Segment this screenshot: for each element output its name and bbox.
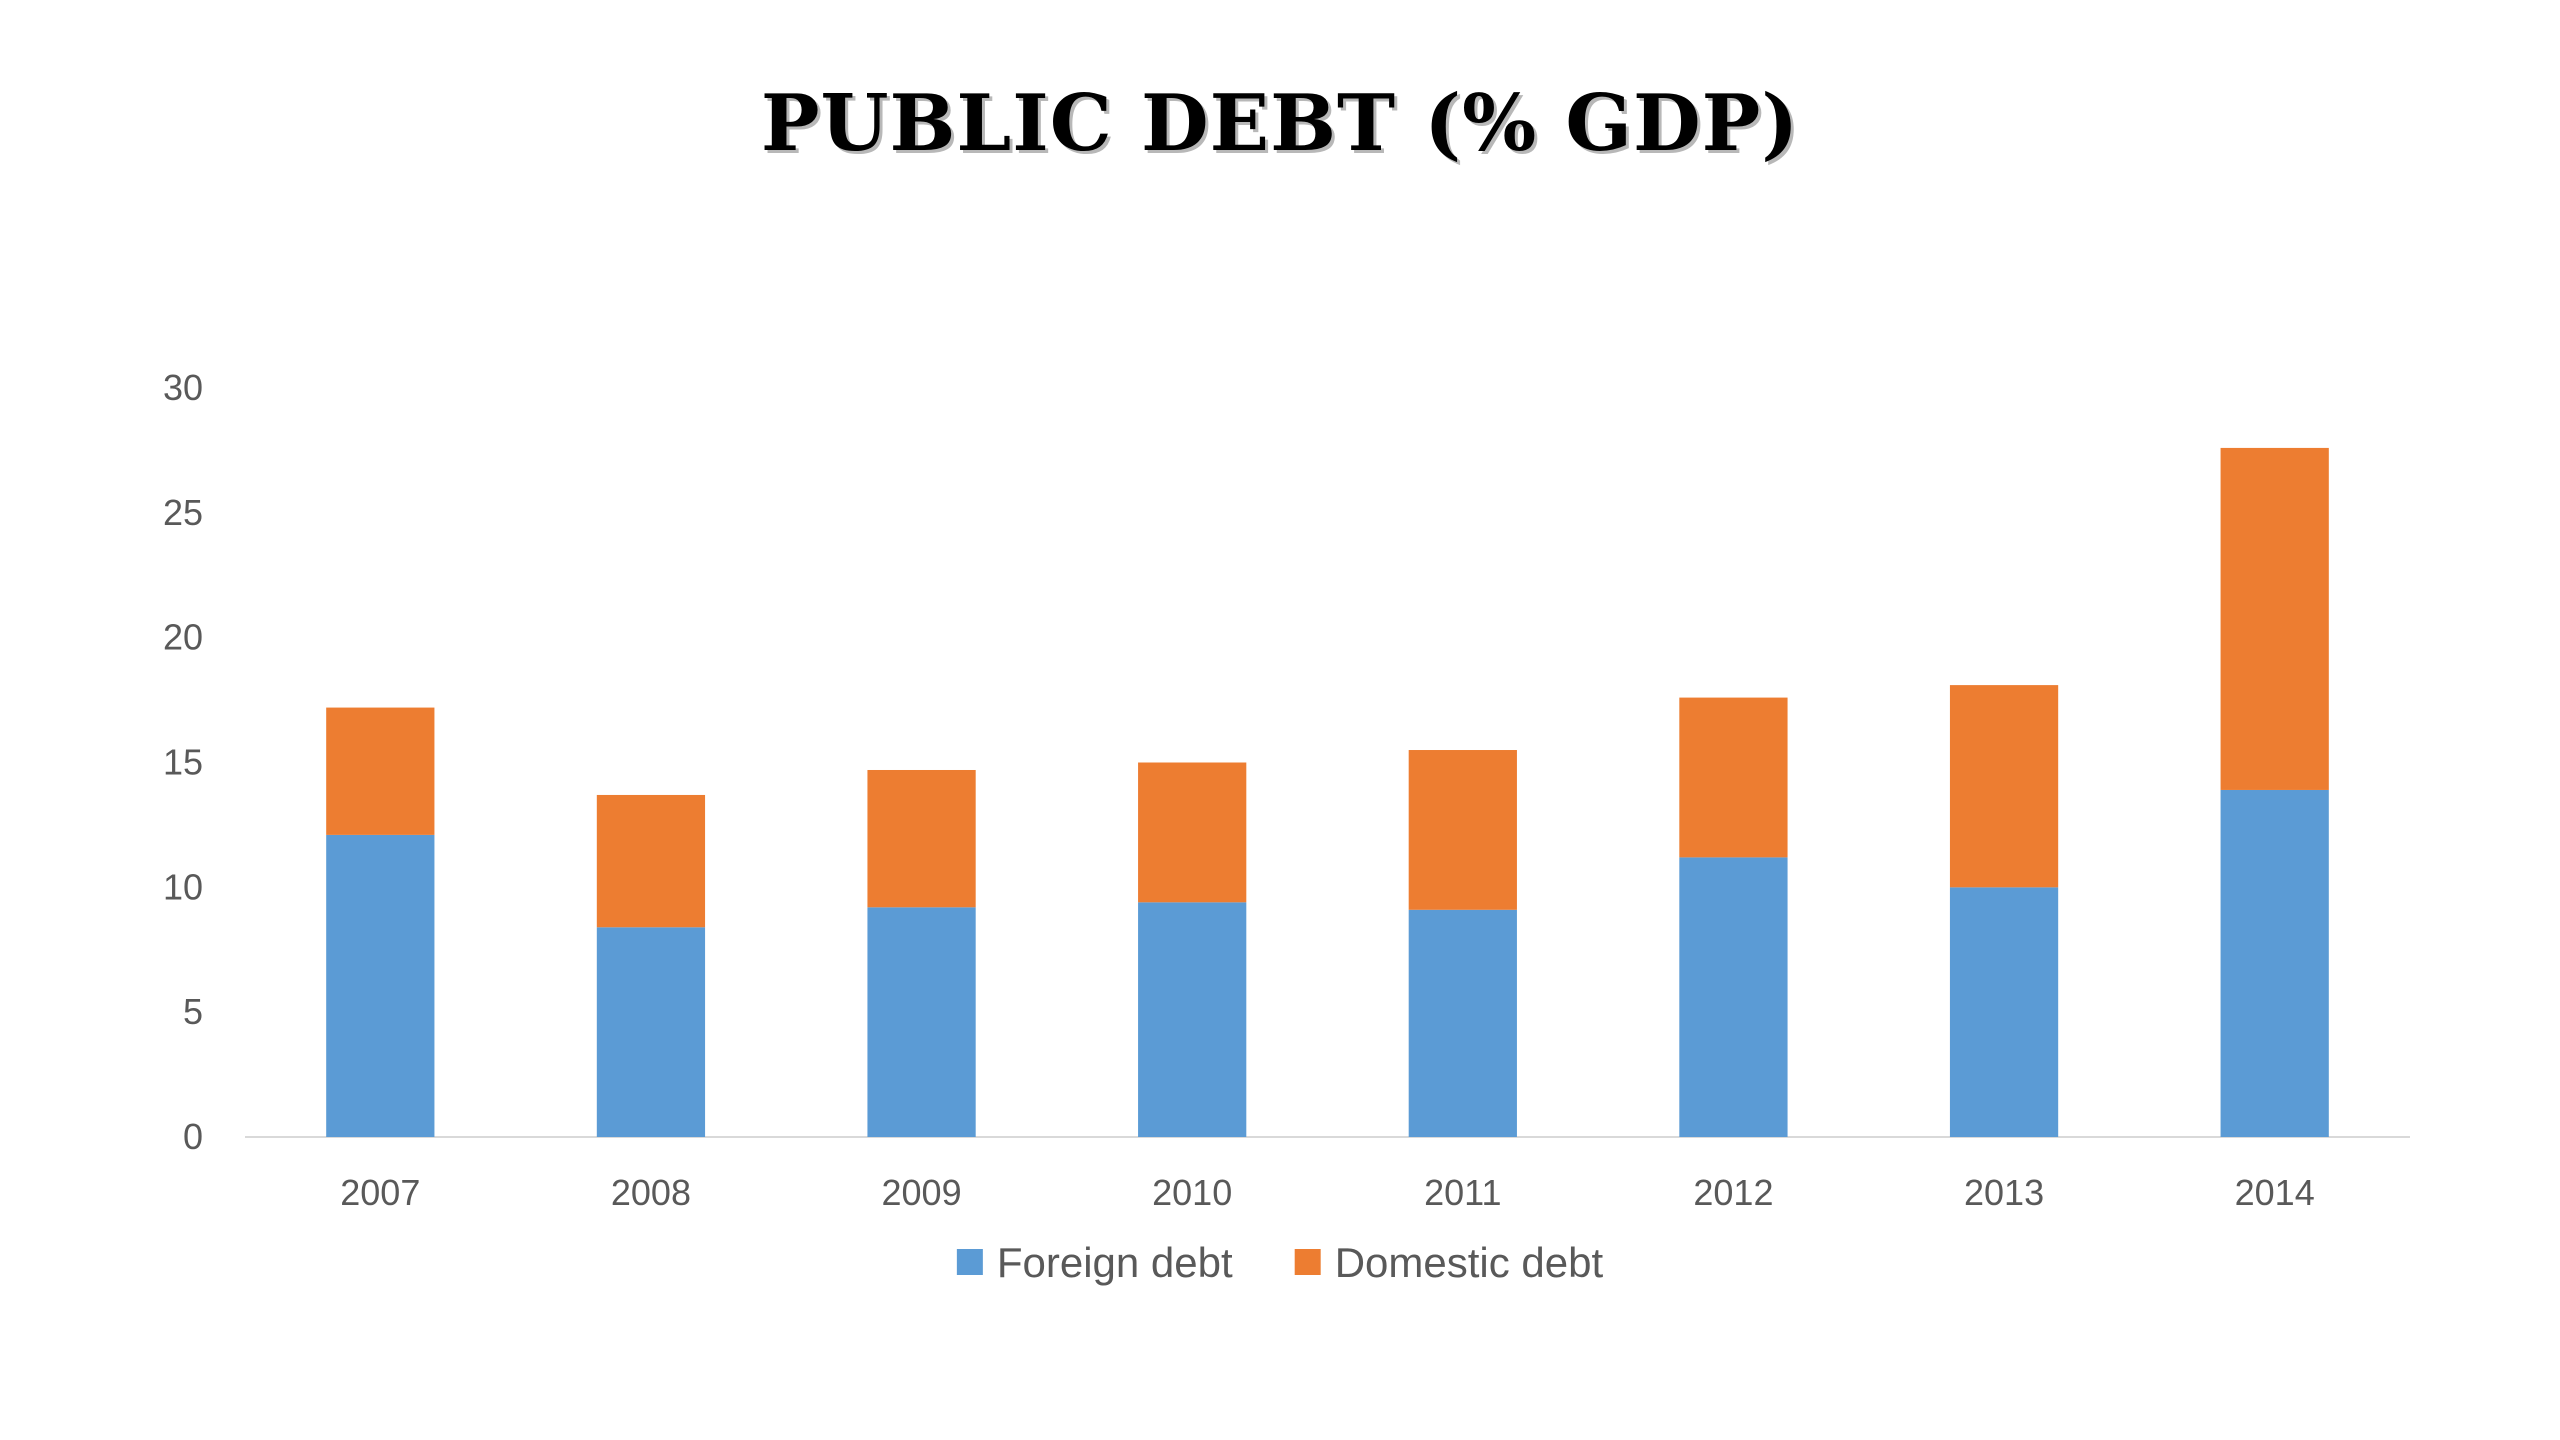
legend-label: Foreign debt: [997, 1239, 1233, 1286]
bar-domestic-debt-2009: [867, 769, 976, 908]
bar-foreign-debt-2009: [867, 907, 976, 1137]
x-axis-tick-labels: 2007 2008 2009 2010 2011 2012 2013 2014: [340, 1172, 2314, 1213]
y-tick-label: 10: [163, 866, 203, 907]
bar-foreign-debt-2011: [1408, 909, 1517, 1137]
y-tick-label: 20: [163, 617, 203, 658]
x-tick-label: 2008: [611, 1172, 691, 1213]
bar-foreign-debt-2010: [1138, 902, 1247, 1137]
legend-swatch-foreign-debt: [956, 1249, 983, 1275]
y-tick-label: 30: [163, 367, 203, 408]
legend: Foreign debt Domestic debt: [956, 1239, 1604, 1286]
x-tick-label: 2014: [2235, 1172, 2315, 1213]
y-tick-label: 0: [183, 1116, 203, 1157]
bar-foreign-debt-2013: [1949, 887, 2059, 1137]
bar-domestic-debt-2013: [1949, 685, 2059, 888]
bar-domestic-debt-2012: [1679, 697, 1788, 858]
bar-domestic-debt-2010: [1138, 762, 1247, 903]
legend-label: Domestic debt: [1335, 1239, 1604, 1286]
x-tick-label: 2012: [1693, 1172, 1773, 1213]
bar-domestic-debt-2007: [326, 707, 435, 835]
chart-title: PUBLIC DEBT (% GDP): [761, 78, 1799, 169]
bar-foreign-debt-2012: [1679, 857, 1788, 1137]
x-tick-label: 2010: [1152, 1172, 1232, 1213]
x-tick-label: 2013: [1964, 1172, 2044, 1213]
bar-domestic-debt-2014: [2220, 447, 2329, 790]
x-tick-label: 2007: [340, 1172, 420, 1213]
bar-foreign-debt-2014: [2220, 789, 2329, 1137]
bar-foreign-debt-2008: [596, 927, 706, 1137]
y-axis-tick-labels: 0 5 10 15 20 25 30: [163, 367, 203, 1157]
x-tick-label: 2011: [1424, 1172, 1501, 1213]
y-tick-label: 15: [163, 742, 203, 783]
chart-title-shadow: PUBLIC DEBT (% GDP): [764, 81, 1802, 172]
bar-domestic-debt-2011: [1408, 750, 1517, 910]
bar-domestic-debt-2008: [596, 794, 706, 928]
y-tick-label: 25: [163, 492, 203, 533]
y-tick-label: 5: [183, 991, 203, 1032]
bar-foreign-debt-2007: [326, 834, 435, 1137]
legend-swatch-domestic-debt: [1294, 1249, 1321, 1275]
x-tick-label: 2009: [882, 1172, 962, 1213]
bar-group: [326, 447, 2329, 1137]
